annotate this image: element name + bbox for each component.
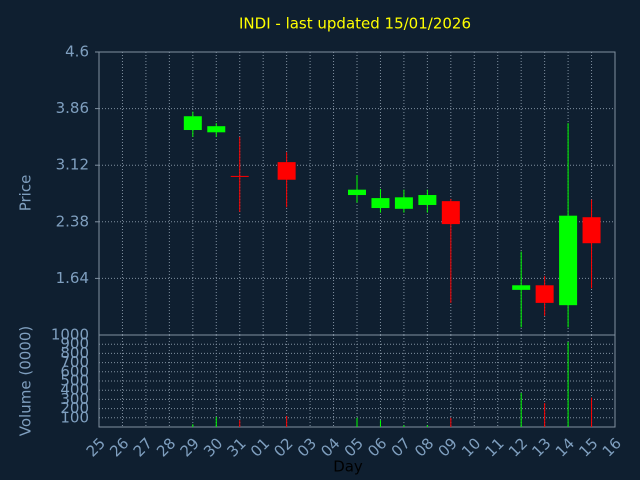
- x-tick-label: 09: [435, 434, 461, 460]
- volume-tick-label: 300: [60, 390, 89, 408]
- candle-body: [207, 126, 226, 133]
- volume-tick-label: 200: [60, 399, 89, 417]
- candle-body: [559, 215, 578, 306]
- candle-body: [512, 285, 531, 290]
- volume-tick-label: 1000: [51, 326, 89, 344]
- y-tick-label: 4.6: [65, 43, 89, 61]
- candle-body: [441, 201, 460, 225]
- x-tick-label: 01: [247, 434, 273, 460]
- volume-tick-label: 100: [60, 408, 89, 426]
- x-tick-label: 07: [388, 434, 414, 460]
- x-tick-label: 29: [177, 434, 203, 460]
- x-tick-label: 10: [458, 434, 484, 460]
- candle-body: [348, 189, 366, 196]
- x-tick-label: 11: [482, 434, 508, 460]
- candle-body: [535, 285, 554, 303]
- x-tick-label: 25: [83, 434, 109, 460]
- volume-tick-label: 500: [60, 372, 89, 390]
- chart-title: INDI - last updated 15/01/2026: [239, 15, 471, 33]
- x-axis-label: Day: [333, 458, 363, 476]
- candle-body: [183, 116, 202, 131]
- y-axis-label: Price: [17, 175, 35, 212]
- volume-tick-label: 900: [60, 335, 89, 353]
- y-tick-label: 2.38: [56, 212, 89, 230]
- candle-body: [277, 162, 296, 180]
- x-tick-label: 26: [106, 434, 132, 460]
- x-tick-label: 15: [575, 434, 601, 460]
- y-tick-label: 3.12: [56, 156, 89, 174]
- x-tick-label: 13: [528, 434, 554, 460]
- x-tick-label: 30: [200, 434, 226, 460]
- volume-tick-label: 400: [60, 381, 89, 399]
- volume-tick-label: 800: [60, 344, 89, 362]
- x-tick-label: 03: [294, 434, 320, 460]
- volume-tick-label: 600: [60, 362, 89, 380]
- volume-tick-label: 700: [60, 353, 89, 371]
- x-tick-label: 28: [153, 434, 179, 460]
- x-tick-label: 16: [599, 434, 625, 460]
- candle-body: [371, 198, 390, 209]
- x-tick-label: 31: [224, 434, 250, 460]
- candle-body: [230, 175, 249, 177]
- x-tick-label: 08: [411, 434, 437, 460]
- y-tick-label: 1.64: [56, 269, 89, 287]
- x-tick-label: 02: [270, 434, 296, 460]
- x-tick-label: 12: [505, 434, 531, 460]
- y-tick-label: 3.86: [56, 99, 89, 117]
- x-tick-label: 14: [552, 434, 578, 460]
- candle-body: [394, 197, 413, 209]
- candle-body: [582, 217, 601, 244]
- x-tick-label: 06: [364, 434, 390, 460]
- candle-body: [418, 195, 437, 205]
- volume-axis-label: Volume (0000): [17, 326, 35, 436]
- x-tick-label: 27: [130, 434, 156, 460]
